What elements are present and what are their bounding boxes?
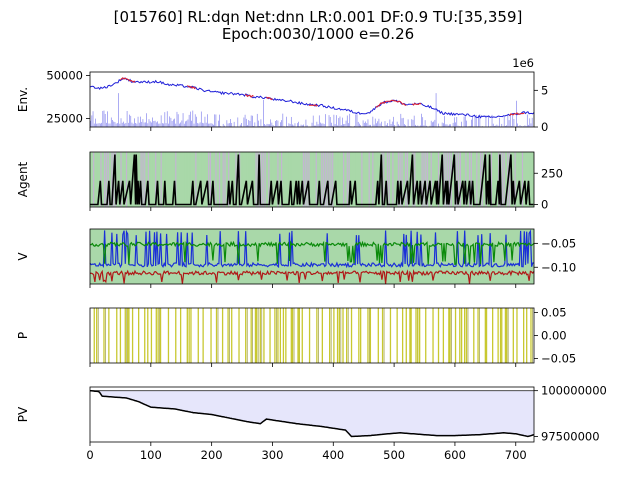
pv-x-tick-label: 500 — [383, 448, 405, 462]
v-y-axis-label: V — [16, 252, 30, 261]
pv-x-tick-label: 0 — [86, 448, 93, 462]
env-panel: 25000 50000 0 5 1e6 Env. — [16, 56, 548, 134]
figure-title-line2: Epoch:0030/1000 e=0.26 — [222, 25, 414, 43]
v-axes-frame — [89, 228, 535, 285]
pv-x-tick-label: 400 — [322, 448, 344, 462]
figure-title-line1: [015760] RL:dqn Net:dnn LR:0.001 DF:0.9 … — [114, 8, 523, 26]
p-y-tick-label: −0.05 — [541, 351, 576, 365]
pv-y-axis-label: PV — [16, 406, 30, 422]
env-secondary-offset-label: 1e6 — [512, 56, 534, 70]
env-y-tick-label: 25000 — [46, 111, 83, 125]
p-panel: 0.05 0.00 −0.05 P — [16, 306, 576, 367]
v-y-tick-label: −0.10 — [541, 260, 576, 274]
pv-y-tick-label: 100000000 — [541, 384, 607, 398]
agent-y-axis-label: Agent — [16, 161, 30, 197]
agent-axes-frame — [89, 151, 535, 208]
p-y-tick-label: 0.00 — [541, 329, 567, 343]
pv-x-tick-label: 100 — [140, 448, 162, 462]
pv-line — [89, 389, 535, 438]
pv-panel: 0 100 200 300 400 500 600 700 100000000 97500000 P… — [16, 384, 607, 462]
pv-fill-area — [90, 390, 534, 437]
price-highlight-segment — [412, 102, 422, 106]
env-y-tick-label: 50000 — [46, 68, 83, 82]
price-highlight-segment — [187, 85, 197, 90]
env-y-tick-label: 0 — [541, 120, 548, 134]
pv-y-tick-label: 97500000 — [541, 430, 600, 444]
pv-x-tick-label: 600 — [444, 448, 466, 462]
v-series-green — [90, 240, 535, 266]
agent-line — [90, 154, 534, 206]
pv-x-tick-label: 200 — [201, 448, 223, 462]
p-y-axis-label: P — [16, 332, 30, 339]
price-highlight-segment — [308, 104, 318, 107]
v-series-red — [89, 269, 535, 284]
price-highlight-segment — [120, 77, 136, 83]
agent-y-tick-label: 0 — [541, 198, 548, 212]
v-y-tick-label: −0.05 — [541, 236, 576, 250]
pv-x-tick-label: 700 — [505, 448, 527, 462]
env-y-tick-label: 5 — [541, 83, 548, 97]
price-highlight-segment — [509, 112, 525, 117]
v-series-blue — [89, 229, 534, 269]
pv-x-tick-label: 300 — [261, 448, 283, 462]
env-axes-frame — [89, 71, 535, 128]
env-y-axis-label: Env. — [16, 87, 30, 112]
p-y-tick-label: 0.05 — [541, 306, 567, 320]
price-line — [89, 77, 535, 119]
price-highlight-segment — [245, 94, 254, 98]
v-panel: −0.05 −0.10 V — [16, 228, 576, 288]
agent-panel: 0 250 Agent — [16, 151, 563, 212]
agent-y-tick-label: 250 — [541, 166, 563, 180]
price-highlight-segment — [375, 99, 407, 108]
pv-axes-frame — [89, 386, 535, 443]
price-highlight-segment — [266, 96, 273, 101]
